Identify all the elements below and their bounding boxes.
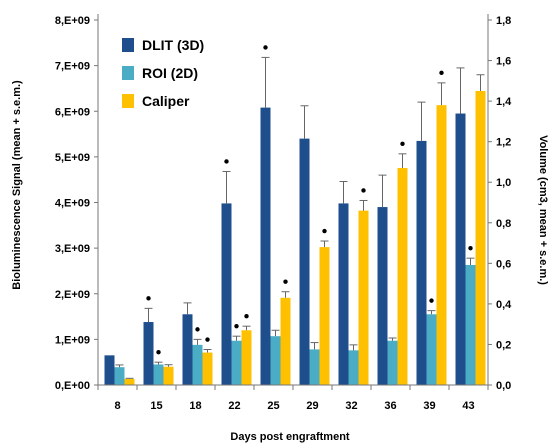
bar xyxy=(241,330,252,385)
x-axis-title: Days post engraftment xyxy=(230,431,350,443)
significance-dot xyxy=(156,349,161,355)
error-bar-layer xyxy=(115,56,485,379)
bar xyxy=(319,247,330,385)
bar xyxy=(153,364,164,385)
y-tick-label: 2,E+09 xyxy=(55,289,90,301)
bar xyxy=(455,113,466,385)
y2-tick-label: 1,8 xyxy=(496,15,511,27)
significance-dot xyxy=(439,70,444,76)
legend-label: Caliper xyxy=(142,93,190,109)
bar xyxy=(358,210,369,385)
y2-tick-label: 1,0 xyxy=(496,177,511,189)
significance-dot xyxy=(146,296,151,301)
significance-dot xyxy=(361,188,366,193)
bar-layer xyxy=(104,90,486,386)
significance-dot xyxy=(322,228,327,234)
bar xyxy=(260,107,271,385)
x-tick-label: 18 xyxy=(189,400,201,412)
y2-tick-label: 1,4 xyxy=(496,96,512,108)
x-tick-label: 39 xyxy=(423,400,435,412)
x-tick-label: 29 xyxy=(306,400,318,412)
bar xyxy=(475,90,486,385)
bar xyxy=(387,340,398,385)
significance-dot xyxy=(429,298,434,303)
bar xyxy=(377,207,388,385)
bar xyxy=(416,140,427,385)
significance-dot xyxy=(263,45,268,50)
significance-dot xyxy=(234,323,239,329)
y-tick-label: 0,E+00 xyxy=(55,380,90,392)
significance-dot xyxy=(283,279,288,284)
y2-tick-label: 0,2 xyxy=(496,339,511,351)
legend-label: ROI (2D) xyxy=(142,65,198,81)
bar xyxy=(221,203,232,385)
y-tick-label: 8,E+09 xyxy=(55,15,90,27)
bar xyxy=(202,352,213,385)
bar xyxy=(124,378,135,385)
y2-tick-label: 1,2 xyxy=(496,137,511,149)
bar xyxy=(309,349,320,385)
x-tick-label: 32 xyxy=(345,400,357,412)
bar xyxy=(348,350,359,385)
y-tick-label: 5,E+09 xyxy=(55,152,90,164)
legend-swatch xyxy=(122,38,134,52)
y-tick-label: 4,E+09 xyxy=(55,198,90,210)
significance-dot xyxy=(205,337,210,342)
legend-swatch xyxy=(122,94,134,108)
bar xyxy=(299,138,310,385)
legend-label: DLIT (3D) xyxy=(142,37,204,53)
significance-dot xyxy=(468,245,473,251)
y-tick-label: 1,E+09 xyxy=(55,334,90,346)
y2-tick-label: 0,4 xyxy=(496,299,512,311)
y-tick-label: 7,E+09 xyxy=(55,61,90,73)
bar xyxy=(114,367,125,385)
x-tick-label: 15 xyxy=(150,400,162,412)
x-tick-label: 25 xyxy=(267,400,279,412)
bar xyxy=(270,336,281,385)
significance-dot xyxy=(224,159,229,164)
significance-dot xyxy=(244,313,249,319)
y2-tick-label: 0,0 xyxy=(496,380,511,392)
x-tick-label: 8 xyxy=(114,400,120,412)
y2-axis-title: Volume (cm3, mean + s.e.m.) xyxy=(537,135,549,285)
y2-tick-label: 0,6 xyxy=(496,258,511,270)
bar xyxy=(163,366,174,385)
bar xyxy=(104,355,115,385)
legend: DLIT (3D) ROI (2D) Caliper xyxy=(122,37,204,109)
x-tick-label: 36 xyxy=(384,400,396,412)
y-tick-label: 6,E+09 xyxy=(55,106,90,118)
axes-layer: 0,E+00 1,E+09 2,E+09 3,E+09 4,E+09 5,E+09 6,E+… xyxy=(55,14,512,412)
bar xyxy=(436,105,447,386)
legend-swatch xyxy=(122,66,134,80)
bar xyxy=(397,168,408,385)
bar xyxy=(143,322,154,385)
bar xyxy=(426,314,437,385)
significance-dot xyxy=(400,141,405,147)
bar xyxy=(280,297,291,385)
y-axis-title: Bioluminescence Signal (mean + s.e.m.) xyxy=(11,80,23,290)
y-tick-label: 3,E+09 xyxy=(55,243,90,255)
x-tick-label: 43 xyxy=(462,400,474,412)
y2-tick-label: 0,8 xyxy=(496,218,511,230)
x-tick-label: 22 xyxy=(228,400,240,412)
bar xyxy=(231,340,242,385)
significance-dot xyxy=(195,327,200,332)
significance-marker-layer xyxy=(146,45,473,355)
y2-tick-label: 1,6 xyxy=(496,56,511,68)
bar xyxy=(338,203,349,385)
bar xyxy=(192,344,203,385)
bar xyxy=(182,314,193,385)
bar xyxy=(465,265,476,385)
